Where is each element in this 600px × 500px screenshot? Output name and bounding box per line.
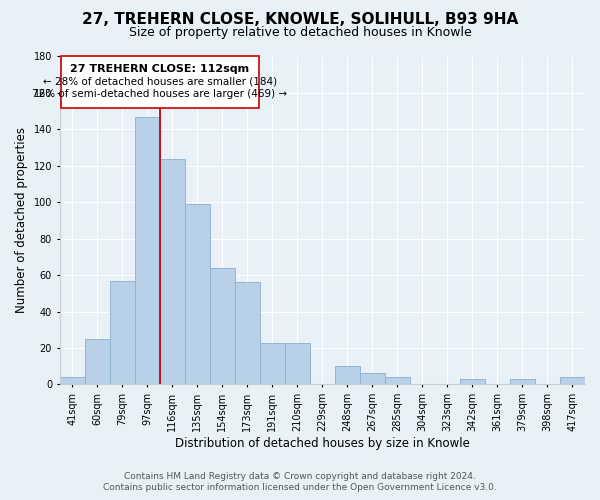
Text: 72% of semi-detached houses are larger (469) →: 72% of semi-detached houses are larger (… (32, 90, 287, 100)
Text: 27 TREHERN CLOSE: 112sqm: 27 TREHERN CLOSE: 112sqm (70, 64, 250, 74)
Bar (285, 342, 310, 384)
Bar (260, 342, 285, 384)
Text: ← 28% of detached houses are smaller (184): ← 28% of detached houses are smaller (18… (43, 76, 277, 86)
Bar (210, 268, 235, 384)
Text: Size of property relative to detached houses in Knowle: Size of property relative to detached ho… (128, 26, 472, 39)
Text: Contains HM Land Registry data © Crown copyright and database right 2024.: Contains HM Land Registry data © Crown c… (124, 472, 476, 481)
Bar (560, 377, 585, 384)
Text: Contains public sector information licensed under the Open Government Licence v3: Contains public sector information licen… (103, 483, 497, 492)
Bar (135, 116, 160, 384)
Bar (335, 366, 360, 384)
Bar (510, 379, 535, 384)
Bar (235, 282, 260, 384)
Text: 27, TREHERN CLOSE, KNOWLE, SOLIHULL, B93 9HA: 27, TREHERN CLOSE, KNOWLE, SOLIHULL, B93… (82, 12, 518, 28)
Bar (385, 377, 410, 384)
Bar (110, 280, 135, 384)
Bar (59, 377, 85, 384)
Y-axis label: Number of detached properties: Number of detached properties (15, 128, 28, 314)
Bar (360, 374, 385, 384)
Bar (460, 379, 485, 384)
X-axis label: Distribution of detached houses by size in Knowle: Distribution of detached houses by size … (175, 437, 470, 450)
FancyBboxPatch shape (61, 56, 259, 108)
Bar (185, 204, 210, 384)
Bar (85, 339, 110, 384)
Bar (160, 158, 185, 384)
